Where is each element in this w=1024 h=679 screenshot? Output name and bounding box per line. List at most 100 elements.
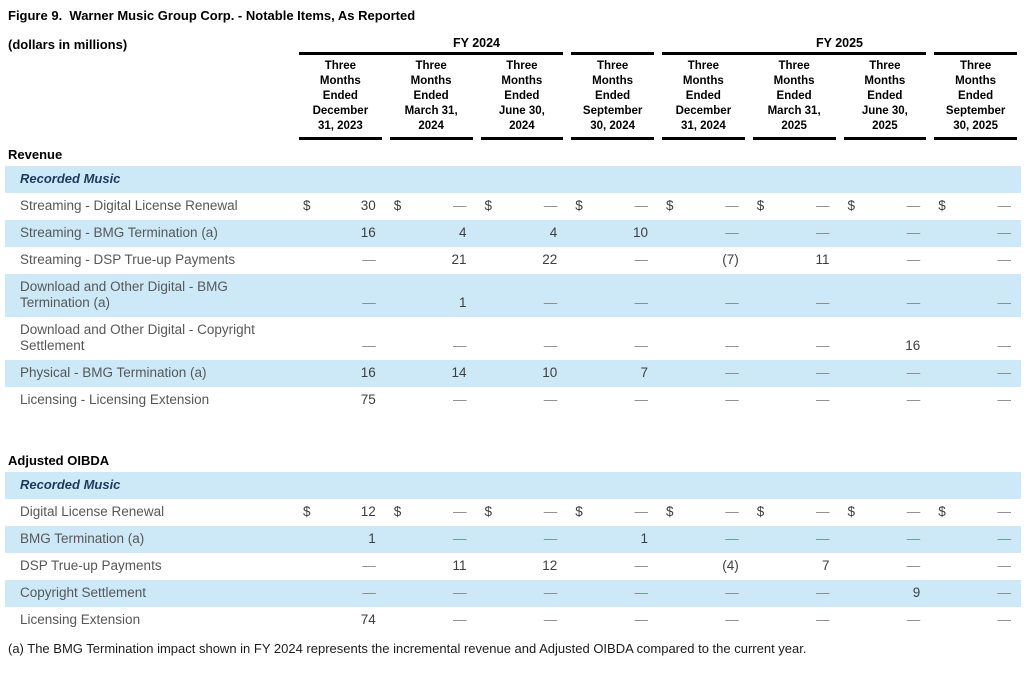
currency-symbol: $	[393, 198, 402, 213]
value-cell: —	[362, 585, 376, 600]
value-cell: 12	[542, 558, 558, 573]
value-cell: —	[816, 338, 830, 353]
column-header-dec-2024: Three Months Ended December 31, 2024	[662, 59, 745, 140]
value-cell: 16	[360, 225, 376, 240]
value-cell: —	[634, 252, 649, 267]
value-cell: —	[453, 392, 467, 407]
table-row: Streaming - Digital License Renewal $30 …	[5, 193, 1021, 220]
fy2024-underline	[299, 52, 564, 55]
currency-symbol: $	[484, 198, 493, 213]
value-cell: —	[453, 585, 467, 600]
column-header-mar-2024: Three Months Ended March 31, 2024	[389, 59, 473, 140]
value-cell: —	[816, 585, 830, 600]
value-cell: 22	[542, 252, 558, 267]
currency-symbol: $	[666, 504, 674, 519]
currency-symbol: $	[484, 504, 493, 519]
value-cell: 9	[912, 585, 921, 600]
value-cell: $ —	[666, 504, 739, 519]
value-cell: —	[543, 531, 558, 546]
value-cell: —	[816, 225, 830, 240]
value-cell: —	[816, 612, 830, 627]
currency-symbol: $	[938, 504, 946, 519]
table-row: Download and Other Digital - Copyright S…	[5, 317, 1021, 360]
value-cell: —	[906, 252, 921, 267]
table-row: Licensing Extension 74 — — — — — — —	[5, 607, 1021, 634]
table-row: Streaming - DSP True-up Payments — 21 22…	[5, 247, 1021, 274]
value-cell: 10	[632, 225, 648, 240]
fiscal-year-underlines	[5, 52, 1021, 56]
units-note: (dollars in millions)	[8, 37, 128, 52]
value-cell: —	[997, 612, 1012, 627]
value-cell: —	[816, 531, 830, 546]
value-cell: $ —	[847, 198, 921, 213]
value-cell: —	[816, 365, 830, 380]
fy2025-underline	[662, 52, 927, 55]
table-row: Copyright Settlement — — — — — — 9 —	[5, 580, 1021, 607]
column-header-sep-2024: Three Months Ended September 30, 2024	[571, 59, 654, 140]
currency-symbol: $	[303, 504, 311, 519]
value-cell: 4	[549, 225, 558, 240]
table-row: Streaming - BMG Termination (a) 16 4 4 1…	[5, 220, 1021, 247]
value-cell: —	[997, 338, 1012, 353]
value-cell: —	[725, 295, 739, 310]
value-cell: 16	[905, 338, 921, 353]
value-cell: $ —	[575, 504, 648, 519]
value-cell: —	[997, 225, 1012, 240]
value-cell: —	[725, 612, 739, 627]
fy2025-group-header: FY 2025	[815, 36, 864, 50]
value-cell: —	[816, 392, 830, 407]
currency-symbol: $	[756, 198, 765, 213]
value-cell: —	[725, 585, 739, 600]
value-cell: —	[543, 338, 558, 353]
column-header-jun-2025: Three Months Ended June 30, 2025	[843, 59, 927, 140]
column-header-jun-2024: Three Months Ended June 30, 2024	[480, 59, 564, 140]
value-cell: —	[453, 531, 467, 546]
value-cell: $ —	[484, 198, 558, 213]
value-cell: —	[906, 558, 921, 573]
value-cell: —	[634, 585, 649, 600]
value-cell: —	[634, 295, 649, 310]
row-label: Physical - BMG Termination (a)	[20, 365, 207, 380]
value-cell: 1	[368, 531, 376, 546]
row-label: DSP True-up Payments	[20, 558, 162, 573]
value-cell: —	[997, 365, 1012, 380]
value-cell: —	[997, 392, 1012, 407]
value-cell: —	[725, 392, 739, 407]
value-cell: $ —	[393, 504, 467, 519]
value-cell: $30	[303, 198, 376, 213]
value-cell: 11	[452, 558, 467, 573]
currency-symbol: $	[393, 504, 402, 519]
currency-symbol: $	[756, 504, 765, 519]
value-cell: 7	[640, 365, 648, 380]
value-cell: —	[997, 558, 1012, 573]
value-cell: 75	[360, 392, 376, 407]
currency-symbol: $	[303, 198, 311, 213]
row-label: Licensing - Licensing Extension	[20, 392, 210, 407]
value-cell: 74	[360, 612, 376, 627]
value-cell: 10	[542, 365, 558, 380]
currency-symbol: $	[847, 198, 856, 213]
value-cell: —	[362, 252, 376, 267]
value-cell: 11	[815, 252, 830, 267]
value-cell: —	[997, 252, 1012, 267]
column-header-mar-2025: Three Months Ended March 31, 2025	[752, 59, 836, 140]
value-cell: 1	[458, 295, 467, 310]
value-cell: 1	[640, 531, 648, 546]
currency-symbol: $	[847, 504, 856, 519]
value-cell: $ —	[847, 504, 921, 519]
value-cell: 21	[451, 252, 467, 267]
table-row: Digital License Renewal $12 $ — $ — $ — $ — …	[5, 499, 1021, 526]
value-cell: —	[634, 558, 649, 573]
row-label: Streaming - BMG Termination (a)	[20, 225, 218, 240]
row-label: Licensing Extension	[20, 612, 141, 627]
row-label: Digital License Renewal	[20, 504, 165, 519]
value-cell: (4)	[722, 558, 739, 573]
oibda-group-recorded-music: Recorded Music	[5, 472, 1021, 499]
fy2024-group-header: FY 2024	[452, 36, 501, 50]
value-cell: —	[997, 585, 1012, 600]
oibda-section-header: Adjusted OIBDA	[8, 453, 110, 468]
value-cell: —	[725, 338, 739, 353]
value-cell: —	[906, 392, 921, 407]
value-cell: 16	[360, 365, 376, 380]
